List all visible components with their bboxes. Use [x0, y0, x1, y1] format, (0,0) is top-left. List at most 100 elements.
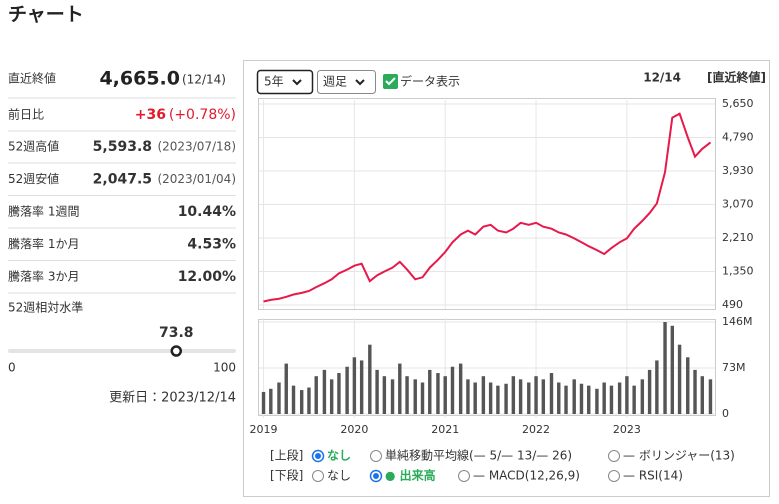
checkmark: [385, 77, 396, 86]
radio[interactable]: [370, 450, 382, 462]
row-date: (2023/01/04): [157, 172, 236, 186]
chart-panel: [243, 60, 770, 497]
option-label[interactable]: — ボリンジャー(13): [623, 449, 735, 463]
level-label: 52週相対水準: [8, 300, 83, 315]
y-tick-label: 146M: [722, 315, 753, 328]
volume-bar: [291, 385, 296, 414]
option-label[interactable]: なし: [327, 469, 351, 483]
interval-select[interactable]: [317, 70, 376, 94]
volume-bar: [511, 376, 516, 414]
volume-bar: [473, 382, 477, 414]
volume-bar: [322, 369, 327, 414]
volume-bar: [413, 379, 417, 414]
volume-bar: [314, 376, 318, 414]
volume-bar: [557, 382, 561, 414]
level-value: 73.8: [159, 325, 194, 341]
volume-bar: [663, 322, 667, 414]
volume-bar: [458, 363, 463, 414]
dropdown-arrow: [355, 79, 365, 86]
option-row-label: [上段]: [270, 448, 303, 463]
interval-value[interactable]: 週足: [323, 75, 347, 89]
row-label: 52週高値: [8, 139, 59, 154]
volume-bar: [352, 357, 357, 414]
y-tick-label: 4,790: [722, 131, 754, 144]
option-label[interactable]: — MACD(12,26,9): [473, 469, 580, 483]
volume-bar: [382, 376, 387, 414]
volume-bar: [655, 360, 659, 414]
radio-dot: [315, 453, 321, 459]
y-tick-label: 3,930: [722, 164, 754, 177]
y-tick-label: 73M: [722, 361, 746, 374]
volume-bar: [481, 376, 486, 414]
page-title: チャート: [8, 4, 84, 26]
volume-bar: [329, 379, 334, 414]
y-tick-label: 5,650: [722, 97, 754, 110]
period-value[interactable]: 5年: [264, 75, 284, 89]
volume-bar: [428, 369, 432, 414]
volume-bar: [579, 383, 584, 414]
radio[interactable]: [608, 450, 620, 462]
row-value: 4.53%: [187, 237, 236, 253]
volume-bar: [609, 385, 614, 414]
data-toggle-label[interactable]: データ表示: [400, 74, 460, 89]
volume-bar: [436, 373, 440, 414]
volume-bar: [359, 360, 364, 414]
volume-bar: [549, 373, 554, 414]
volume-bar: [640, 379, 645, 414]
level-min: 0: [8, 361, 16, 375]
period-select[interactable]: [256, 69, 314, 95]
chart-date: 12/14: [643, 71, 681, 85]
row-value: 5,593.8: [93, 139, 152, 155]
volume-bar: [284, 363, 288, 414]
radio[interactable]: [312, 470, 324, 482]
volume-bar: [677, 344, 682, 414]
volume-bar: [496, 385, 500, 414]
volume-bar: [625, 376, 629, 414]
volume-bar: [572, 379, 576, 414]
charts: 490 1,350 2,210 3,070 3,930 4,790 5,650 0 73M 146…: [250, 97, 754, 436]
option-row-label: [下段]: [270, 468, 303, 483]
option-label[interactable]: ● 出来高: [385, 468, 436, 483]
volume-bar: [686, 357, 690, 414]
level-max: 100: [213, 361, 236, 375]
volume-bar: [405, 376, 409, 414]
stat-rows: 52週高値 5,593.8 (2023/07/18) 52週安値 2,047.5 (202…: [8, 139, 236, 294]
volume-bar: [602, 382, 606, 414]
volume-bar: [398, 363, 402, 414]
chart-mode: [直近終値]: [707, 70, 766, 85]
volume-bar: [390, 379, 395, 414]
price-line: [263, 112, 712, 303]
y-tick-label: 0: [722, 407, 729, 420]
option-label[interactable]: なし: [327, 449, 351, 463]
change-value: +36: [135, 107, 166, 123]
row-label: 騰落率 1週間: [8, 204, 79, 219]
x-tick-label: 2020: [340, 423, 368, 436]
volume-bar: [617, 382, 622, 414]
volume-bar: [708, 379, 713, 414]
option-label[interactable]: — RSI(14): [623, 469, 683, 483]
volume-bar: [587, 385, 591, 414]
y-tick-label: 490: [722, 298, 743, 311]
radio[interactable]: [458, 470, 470, 482]
y-tick-label: 3,070: [722, 198, 754, 211]
volume-bar: [527, 382, 531, 414]
volume-bar: [420, 382, 425, 414]
volume-bar: [518, 379, 523, 414]
volume-bar: [534, 376, 538, 414]
volume-bar: [595, 388, 599, 414]
radio[interactable]: [608, 470, 620, 482]
row-value: 10.44%: [178, 204, 236, 220]
x-tick-label: 2022: [522, 423, 550, 436]
volume-bar: [541, 379, 546, 414]
y-tick-label: 1,350: [722, 265, 754, 278]
row-date: (2023/07/18): [157, 140, 236, 154]
dropdown-arrow: [292, 79, 302, 86]
volume-bar: [670, 325, 675, 414]
volume-bar: [564, 385, 568, 414]
row-label: 52週安値: [8, 171, 59, 186]
option-label[interactable]: 単純移動平均線(— 5/— 13/— 26): [385, 448, 572, 463]
volume-bar: [700, 376, 704, 414]
volume-bar: [443, 376, 447, 414]
row-label: 騰落率 1か月: [8, 236, 79, 251]
